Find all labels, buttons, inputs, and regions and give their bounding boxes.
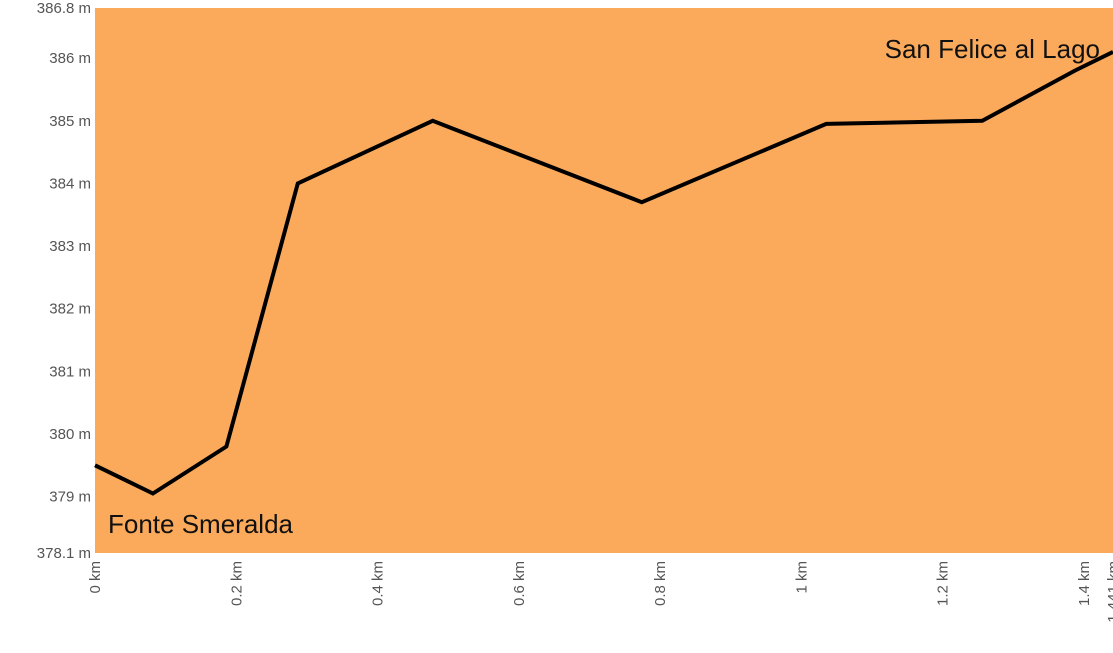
x-tick-label: 0 km	[87, 561, 104, 594]
y-tick-label: 381 m	[49, 363, 91, 380]
elevation-line	[94, 50, 1113, 496]
x-tick-label: 0.6 km	[511, 561, 528, 606]
plot-area	[95, 8, 1113, 553]
y-tick-label: 384 m	[49, 175, 91, 192]
y-tick-label: 379 m	[49, 489, 91, 506]
y-tick-label: 386.8 m	[37, 0, 91, 17]
x-tick-label: 1.2 km	[935, 561, 952, 606]
y-tick-label: 385 m	[49, 113, 91, 130]
y-tick-label: 382 m	[49, 301, 91, 318]
y-tick-label: 378.1 m	[37, 545, 91, 562]
x-tick-label: 0.8 km	[652, 561, 669, 606]
chart-marks: 378.1 m 379 m 380 m 381 m 382 m 383 m 384 m 385…	[37, 0, 1113, 623]
end-point-label: San Felice al Lago	[885, 34, 1100, 64]
x-tick-label: 0.4 km	[370, 561, 387, 606]
x-tick-label: 1.4 km	[1076, 561, 1093, 606]
y-tick-label: 380 m	[49, 426, 91, 443]
start-point-label: Fonte Smeralda	[108, 509, 294, 539]
x-tick-label: 1.441 km	[1105, 561, 1113, 623]
y-tick-label: 386 m	[49, 50, 91, 67]
x-tick-label: 1 km	[793, 561, 810, 594]
x-tick-label: 0.2 km	[228, 561, 245, 606]
y-tick-label: 383 m	[49, 238, 91, 255]
